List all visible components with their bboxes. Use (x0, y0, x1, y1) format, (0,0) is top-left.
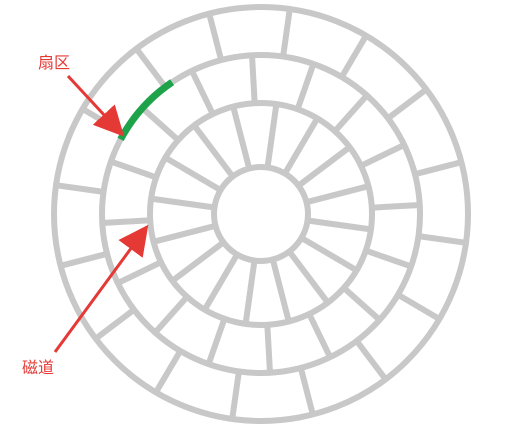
sector-divider (93, 307, 136, 341)
sector-divider (354, 339, 388, 382)
sector-divider (282, 116, 320, 176)
sector-divider (109, 158, 158, 181)
sector-divider (359, 142, 406, 169)
sector-divider (264, 324, 273, 373)
sector-divider (242, 260, 258, 325)
sector-divider (306, 312, 333, 359)
sector-divider (102, 217, 151, 226)
sector-divider (364, 247, 413, 270)
sector-arrow (66, 74, 125, 137)
sector-divider (249, 55, 258, 104)
sector-divider (414, 159, 463, 178)
sector-divider (386, 87, 429, 121)
track-ring-1 (211, 164, 311, 264)
sector-divider (191, 123, 236, 179)
track-ring-3 (99, 52, 423, 376)
sector-divider (297, 367, 316, 416)
sector-divider (150, 195, 215, 211)
sector-divider (341, 285, 382, 323)
track-label: 磁道 (22, 358, 54, 377)
sector-divider (202, 252, 240, 312)
sector-divider (339, 34, 369, 79)
sector-divider (230, 105, 253, 170)
sector-divider (294, 62, 317, 111)
sector-divider (305, 183, 370, 206)
sector-divider (170, 239, 226, 284)
track-ring-2 (147, 100, 375, 328)
sector-divider (205, 317, 228, 366)
sector-divider (229, 371, 242, 420)
sector-divider (296, 144, 352, 189)
sector-divider (163, 155, 223, 193)
sector-divider (307, 217, 372, 233)
sector-divider (116, 259, 163, 286)
disk-platter (51, 4, 471, 424)
track-arrow (53, 224, 149, 353)
sector-divider (264, 103, 280, 168)
sector-divider (280, 8, 293, 57)
sector-divider (134, 46, 168, 89)
sector-divider (396, 292, 441, 322)
sector-label: 扇区 (38, 53, 70, 72)
sector-divider (189, 69, 216, 116)
sector-divider (206, 12, 225, 61)
sector-divider (269, 258, 292, 323)
sector-divider (59, 250, 108, 269)
sector-divider (153, 349, 183, 394)
sector-divider (299, 235, 359, 273)
sector-divider (418, 233, 467, 246)
sector-divider (286, 249, 331, 305)
sector-divider (371, 202, 420, 211)
sector-divider (140, 105, 181, 143)
sector-divider (152, 222, 217, 245)
sector-divider (332, 93, 370, 134)
track-ring-4 (51, 4, 471, 424)
sector-divider (55, 182, 104, 195)
sector-divider (152, 294, 190, 335)
